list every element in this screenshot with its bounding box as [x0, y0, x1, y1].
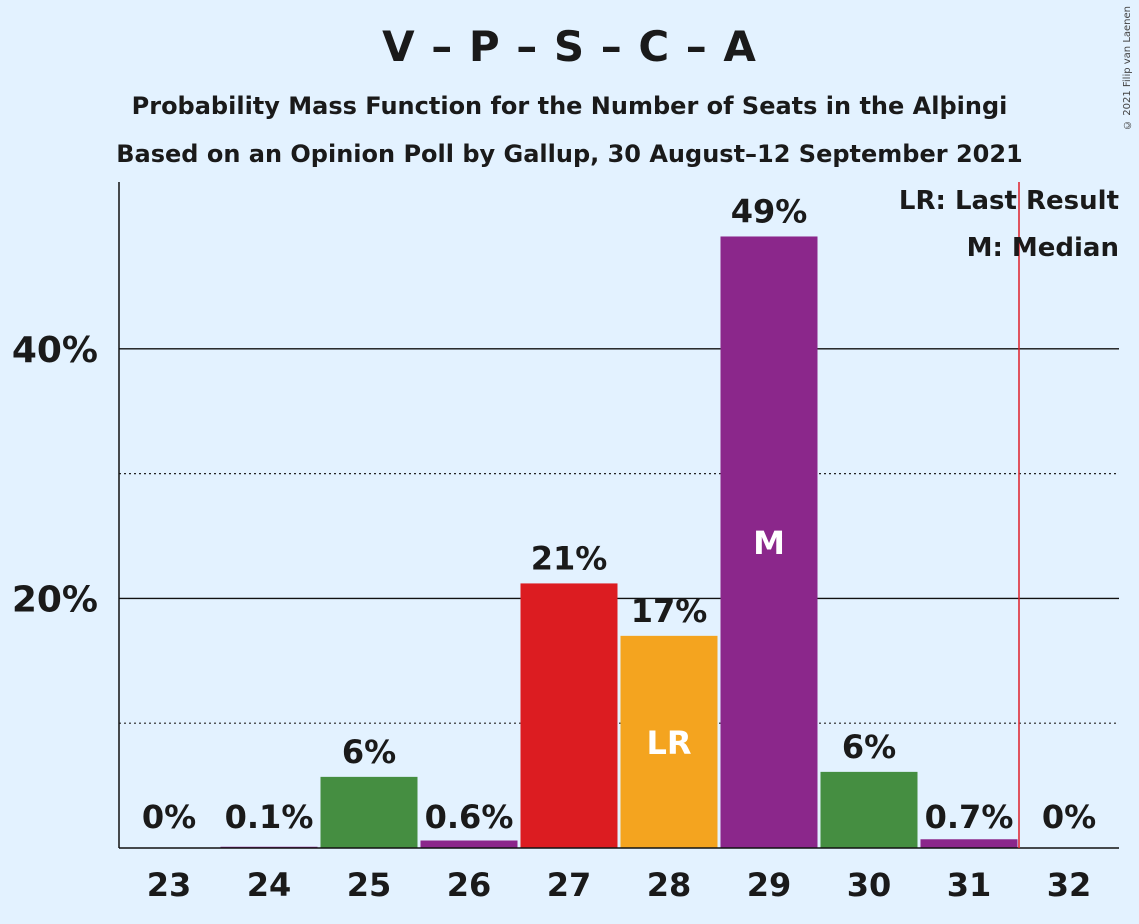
legend-median: M: Median	[966, 233, 1119, 263]
bar-27	[520, 583, 618, 848]
x-tick-label-27: 27	[547, 866, 592, 904]
bar-26	[420, 840, 518, 848]
data-label-30: 6%	[842, 728, 896, 766]
data-label-25: 6%	[342, 733, 396, 771]
x-tick-label-25: 25	[347, 866, 392, 904]
bar-30	[820, 771, 918, 848]
bar-31	[920, 839, 1018, 848]
x-tick-label-28: 28	[647, 866, 692, 904]
data-label-32: 0%	[1042, 798, 1096, 836]
data-label-24: 0.1%	[225, 798, 314, 836]
data-label-29: 49%	[731, 192, 808, 230]
x-tick-label-29: 29	[747, 866, 792, 904]
bar-28	[620, 635, 718, 848]
x-tick-label-30: 30	[847, 866, 892, 904]
y-tick-label: 20%	[12, 579, 98, 620]
data-label-31: 0.7%	[925, 798, 1014, 836]
x-tick-label-32: 32	[1047, 866, 1092, 904]
bar-25	[320, 776, 418, 848]
y-tick-label: 40%	[12, 330, 98, 371]
data-label-23: 0%	[142, 798, 196, 836]
x-tick-label-26: 26	[447, 866, 492, 904]
data-label-28: 17%	[631, 592, 708, 630]
data-label-26: 0.6%	[425, 798, 514, 836]
x-tick-label-31: 31	[947, 866, 992, 904]
chart-title: V – P – S – C – A	[382, 22, 757, 71]
x-tick-label-24: 24	[247, 866, 292, 904]
data-label-27: 21%	[531, 539, 608, 577]
legend-last-result: LR: Last Result	[898, 186, 1119, 216]
chart-subtitle: Probability Mass Function for the Number…	[131, 92, 1008, 120]
x-tick-label-23: 23	[147, 866, 192, 904]
chart-subtitle-poll: Based on an Opinion Poll by Gallup, 30 A…	[116, 140, 1023, 168]
inner-label-LR: LR	[646, 724, 691, 762]
bar-29	[720, 236, 818, 849]
inner-label-M: M	[753, 524, 785, 562]
